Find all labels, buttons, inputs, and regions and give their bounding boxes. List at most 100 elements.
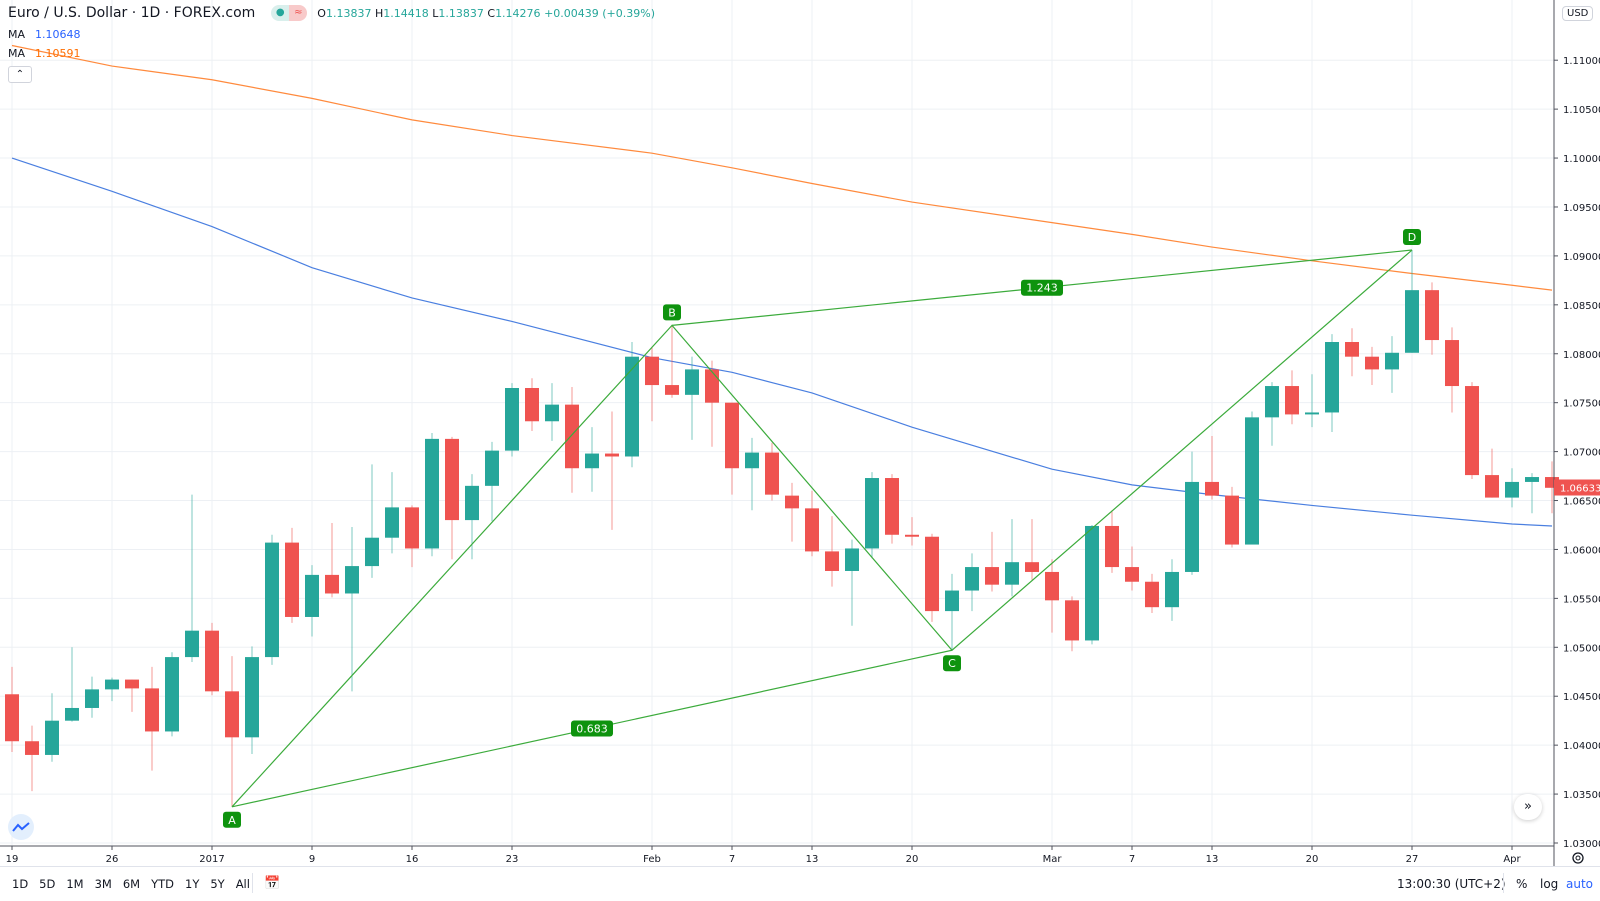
range-1m[interactable]: 1M — [66, 877, 84, 891]
x-tick-label: 13 — [806, 854, 819, 865]
range-6m[interactable]: 6M — [122, 877, 141, 891]
candle — [505, 383, 519, 457]
candle-body — [285, 542, 299, 617]
x-tick-label: 13 — [1206, 854, 1219, 865]
range-5y[interactable]: 5Y — [210, 877, 225, 891]
candle-body — [825, 551, 839, 571]
currency-badge[interactable]: USD — [1562, 6, 1594, 21]
candle-body — [1225, 495, 1239, 545]
range-3m[interactable]: 3M — [94, 877, 112, 891]
y-tick-label: 1.03500 — [1563, 790, 1600, 801]
moving-average-line — [11, 157, 1553, 527]
chevron-up-icon: ⌃ — [15, 69, 25, 80]
candle — [1425, 282, 1439, 355]
y-tick-label: 1.11000 — [1563, 56, 1600, 67]
ratio-label-bg — [571, 720, 613, 737]
y-tick-label: 1.07500 — [1563, 399, 1600, 410]
candle-body — [785, 495, 799, 509]
candle — [1505, 468, 1519, 508]
pattern-point-label: B — [668, 306, 676, 319]
symbol-title[interactable]: Euro / U.S. Dollar · 1D · FOREX.com — [8, 5, 256, 21]
candle — [605, 411, 619, 530]
range-1d[interactable]: 1D — [12, 877, 29, 891]
pattern-point-bg — [943, 655, 961, 672]
candle-body — [1345, 342, 1359, 357]
candle-body — [765, 452, 779, 495]
percent-toggle[interactable]: % — [1516, 877, 1528, 891]
range-1y[interactable]: 1Y — [185, 877, 200, 891]
candle — [1385, 336, 1399, 393]
candle — [625, 342, 639, 468]
candle — [385, 472, 399, 554]
range-ytd[interactable]: YTD — [151, 877, 174, 891]
candle-body — [1065, 600, 1079, 641]
price-chart[interactable]: 0.683 1.243 A B C D 1.03000 1.03500 1.04000 1.04… — [0, 0, 1600, 866]
candle — [1345, 328, 1359, 377]
market-status[interactable]: ● ≈ — [271, 5, 308, 21]
candle-body — [1145, 581, 1159, 608]
pattern-point-bg — [663, 304, 681, 321]
candle-body — [505, 387, 519, 451]
candle-body — [1305, 412, 1319, 415]
candle — [1005, 519, 1019, 597]
candle — [825, 516, 839, 587]
indicator-ma-1[interactable]: MA 1.10648 — [8, 28, 81, 41]
collapse-legend-button[interactable]: ⌃ — [8, 66, 32, 83]
candle-body — [1165, 571, 1179, 608]
candle-body — [645, 356, 659, 386]
x-tick-label: 19 — [6, 854, 19, 865]
symbol-legend: Euro / U.S. Dollar · 1D · FOREX.com ● ≈ O… — [8, 5, 655, 21]
range-all[interactable]: All — [235, 877, 250, 891]
indicator-ma-2[interactable]: MA 1.10591 — [8, 47, 81, 60]
indicator-label: MA — [8, 47, 26, 60]
candle — [325, 523, 339, 598]
tradingview-logo-icon[interactable] — [8, 814, 34, 840]
candle-body — [1465, 386, 1479, 476]
calendar-goto-icon[interactable]: 📅 — [264, 876, 281, 891]
auto-toggle[interactable]: auto — [1566, 877, 1594, 891]
scroll-to-realtime-button[interactable]: » — [1514, 794, 1542, 820]
candle — [1065, 596, 1079, 652]
candle-body — [1005, 562, 1019, 585]
candle — [1045, 559, 1059, 633]
candle — [105, 677, 119, 702]
candle-body — [465, 485, 479, 521]
candle — [645, 346, 659, 422]
candle — [1225, 486, 1239, 548]
ohlc-values: O1.13837 H1.14418 L1.13837 C1.14276 +0.0… — [317, 7, 655, 20]
candle — [145, 666, 159, 771]
waves-icon: ≈ — [289, 5, 308, 21]
x-tick-label: 2017 — [199, 854, 224, 865]
y-tick-label: 1.09000 — [1563, 252, 1600, 263]
gear-icon[interactable] — [1572, 852, 1584, 864]
candle — [45, 693, 59, 762]
candle-body — [545, 404, 559, 422]
high-value: 1.14418 — [383, 6, 429, 20]
candles — [5, 250, 1559, 807]
candle — [125, 679, 139, 712]
clock[interactable]: 13:00:30 (UTC+2) — [1397, 877, 1506, 891]
x-tick-label: 7 — [729, 854, 735, 865]
log-toggle[interactable]: log — [1540, 877, 1559, 891]
y-tick-label: 1.10500 — [1563, 105, 1600, 116]
candle-body — [25, 741, 39, 755]
candle-body — [725, 402, 739, 469]
candle — [525, 378, 539, 432]
candle — [225, 656, 239, 807]
candle — [1285, 370, 1299, 425]
x-tick-label: Mar — [1043, 854, 1063, 865]
candle-body — [125, 679, 139, 689]
range-5d[interactable]: 5D — [39, 877, 56, 891]
pattern-zigzag — [231, 249, 1413, 808]
candle — [925, 533, 939, 622]
indicator-label: MA — [8, 28, 26, 41]
candle-body — [1485, 475, 1499, 498]
candle — [1165, 559, 1179, 621]
change-value: +0.00439 (+0.39%) — [544, 6, 656, 20]
candle-body — [1445, 340, 1459, 387]
candle — [305, 565, 319, 637]
candle — [1125, 546, 1139, 591]
candle-body — [325, 574, 339, 594]
candle — [1405, 250, 1419, 353]
y-tick-label: 1.07000 — [1563, 448, 1600, 459]
